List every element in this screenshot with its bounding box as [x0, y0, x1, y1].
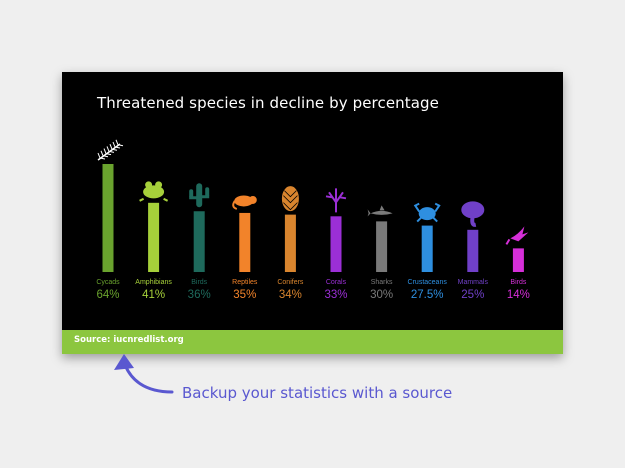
- chameleon-icon: [232, 195, 257, 210]
- fern-icon: [97, 139, 124, 161]
- source-bar: Source: iucnredlist.org: [62, 330, 563, 354]
- category-label: Conifers: [277, 279, 304, 286]
- bar-chart: Cycads 64% Amphibians 41% Birds 36% Reptiles 35…: [96, 139, 530, 301]
- bird-icon: [505, 226, 529, 245]
- value-label: 33%: [324, 289, 347, 301]
- value-label: 14%: [507, 289, 530, 301]
- category-label: Crustaceans: [408, 279, 448, 286]
- value-label: 35%: [233, 289, 256, 301]
- value-label: 25%: [461, 289, 484, 301]
- value-label: 36%: [188, 289, 211, 301]
- bar-mammals: [467, 229, 479, 272]
- category-label: Birds: [510, 279, 526, 286]
- frog-icon: [139, 181, 169, 202]
- bar-corals: [330, 216, 342, 272]
- bar-birds: [512, 248, 524, 272]
- slide: Threatened species in decline by percent…: [62, 72, 563, 354]
- category-label: Birds: [191, 279, 207, 286]
- value-label: 30%: [370, 289, 393, 301]
- bar-sharks: [376, 221, 388, 272]
- value-label: 34%: [279, 289, 302, 301]
- bar-reptiles: [239, 212, 251, 272]
- value-label: 27.5%: [411, 289, 444, 301]
- bar-amphibians: [148, 202, 160, 272]
- category-label: Sharks: [371, 279, 393, 286]
- cactus-icon: [189, 183, 210, 208]
- category-label: Corals: [326, 279, 347, 286]
- crab-icon: [413, 202, 441, 223]
- value-label: 41%: [142, 289, 165, 301]
- coral-icon: [325, 188, 347, 213]
- category-label: Amphibians: [135, 279, 172, 286]
- bar-crustaceans: [421, 225, 433, 272]
- chart-title: Threatened species in decline by percent…: [97, 94, 439, 112]
- bar-cycads: [102, 164, 114, 272]
- bar-conifers: [284, 214, 296, 272]
- category-label: Cycads: [96, 279, 120, 286]
- shark-icon: [367, 205, 393, 217]
- caption: Backup your statistics with a source: [182, 384, 453, 402]
- bar-birds: [193, 211, 205, 272]
- category-label: Reptiles: [232, 279, 258, 286]
- pinecone-icon: [281, 186, 299, 212]
- elephant-icon: [461, 201, 485, 227]
- category-label: Mammals: [458, 279, 489, 286]
- value-label: 64%: [96, 289, 119, 301]
- source-text: Source: iucnredlist.org: [74, 335, 184, 345]
- curved-arrow-icon: [114, 354, 174, 394]
